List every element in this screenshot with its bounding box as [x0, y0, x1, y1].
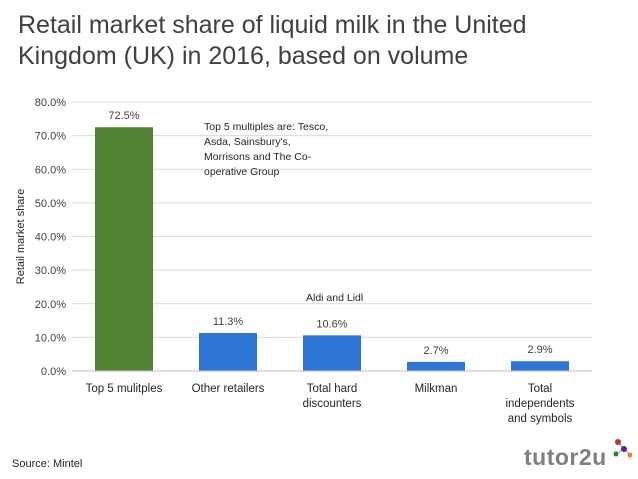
data-label: 2.9%	[527, 344, 552, 356]
bar	[303, 335, 361, 371]
annotation-text: Asda, Sainsbury's,	[204, 136, 291, 148]
category-label: discounters	[303, 398, 362, 410]
y-tick-label: 60.0%	[35, 164, 66, 176]
bar	[407, 361, 465, 371]
category-label: Other retailers	[192, 383, 265, 395]
data-label: 11.3%	[213, 316, 244, 328]
y-tick-label: 70.0%	[35, 131, 66, 143]
y-tick-label: 0.0%	[41, 366, 66, 378]
bar	[95, 127, 153, 371]
y-axis-label: Retail market share	[15, 189, 27, 284]
category-label: Milkman	[415, 383, 458, 395]
bar	[199, 333, 257, 371]
category-label: Total hard	[307, 383, 358, 395]
category-label: Total	[528, 383, 552, 395]
molecule-icon	[613, 439, 632, 458]
y-tick-label: 20.0%	[35, 299, 66, 311]
y-tick-label: 80.0%	[35, 97, 66, 109]
category-label: Top 5 mulitples	[86, 383, 163, 395]
data-label: 2.7%	[423, 345, 448, 357]
annotation-text: Aldi and Lidl	[306, 292, 363, 304]
logo-text: tutor2u	[524, 444, 607, 470]
source-note: Source: Mintel	[12, 458, 83, 470]
y-tick-label: 40.0%	[35, 232, 66, 244]
annotation-text: Morrisons and The Co-	[204, 151, 312, 163]
y-tick-label: 10.0%	[35, 332, 66, 344]
tutor2u-logo: tutor2u	[520, 438, 632, 476]
category-label: independents	[505, 398, 574, 410]
data-label: 72.5%	[108, 110, 139, 122]
annotation-text: operative Group	[204, 166, 279, 178]
data-label: 10.6%	[316, 318, 347, 330]
category-label: and symbols	[508, 413, 573, 425]
y-tick-label: 30.0%	[35, 265, 66, 277]
annotation-text: Top 5 multiples are: Tesco,	[204, 121, 328, 133]
bar	[511, 361, 569, 371]
chart-title: Retail market share of liquid milk in th…	[18, 11, 527, 70]
y-tick-label: 50.0%	[35, 198, 66, 210]
